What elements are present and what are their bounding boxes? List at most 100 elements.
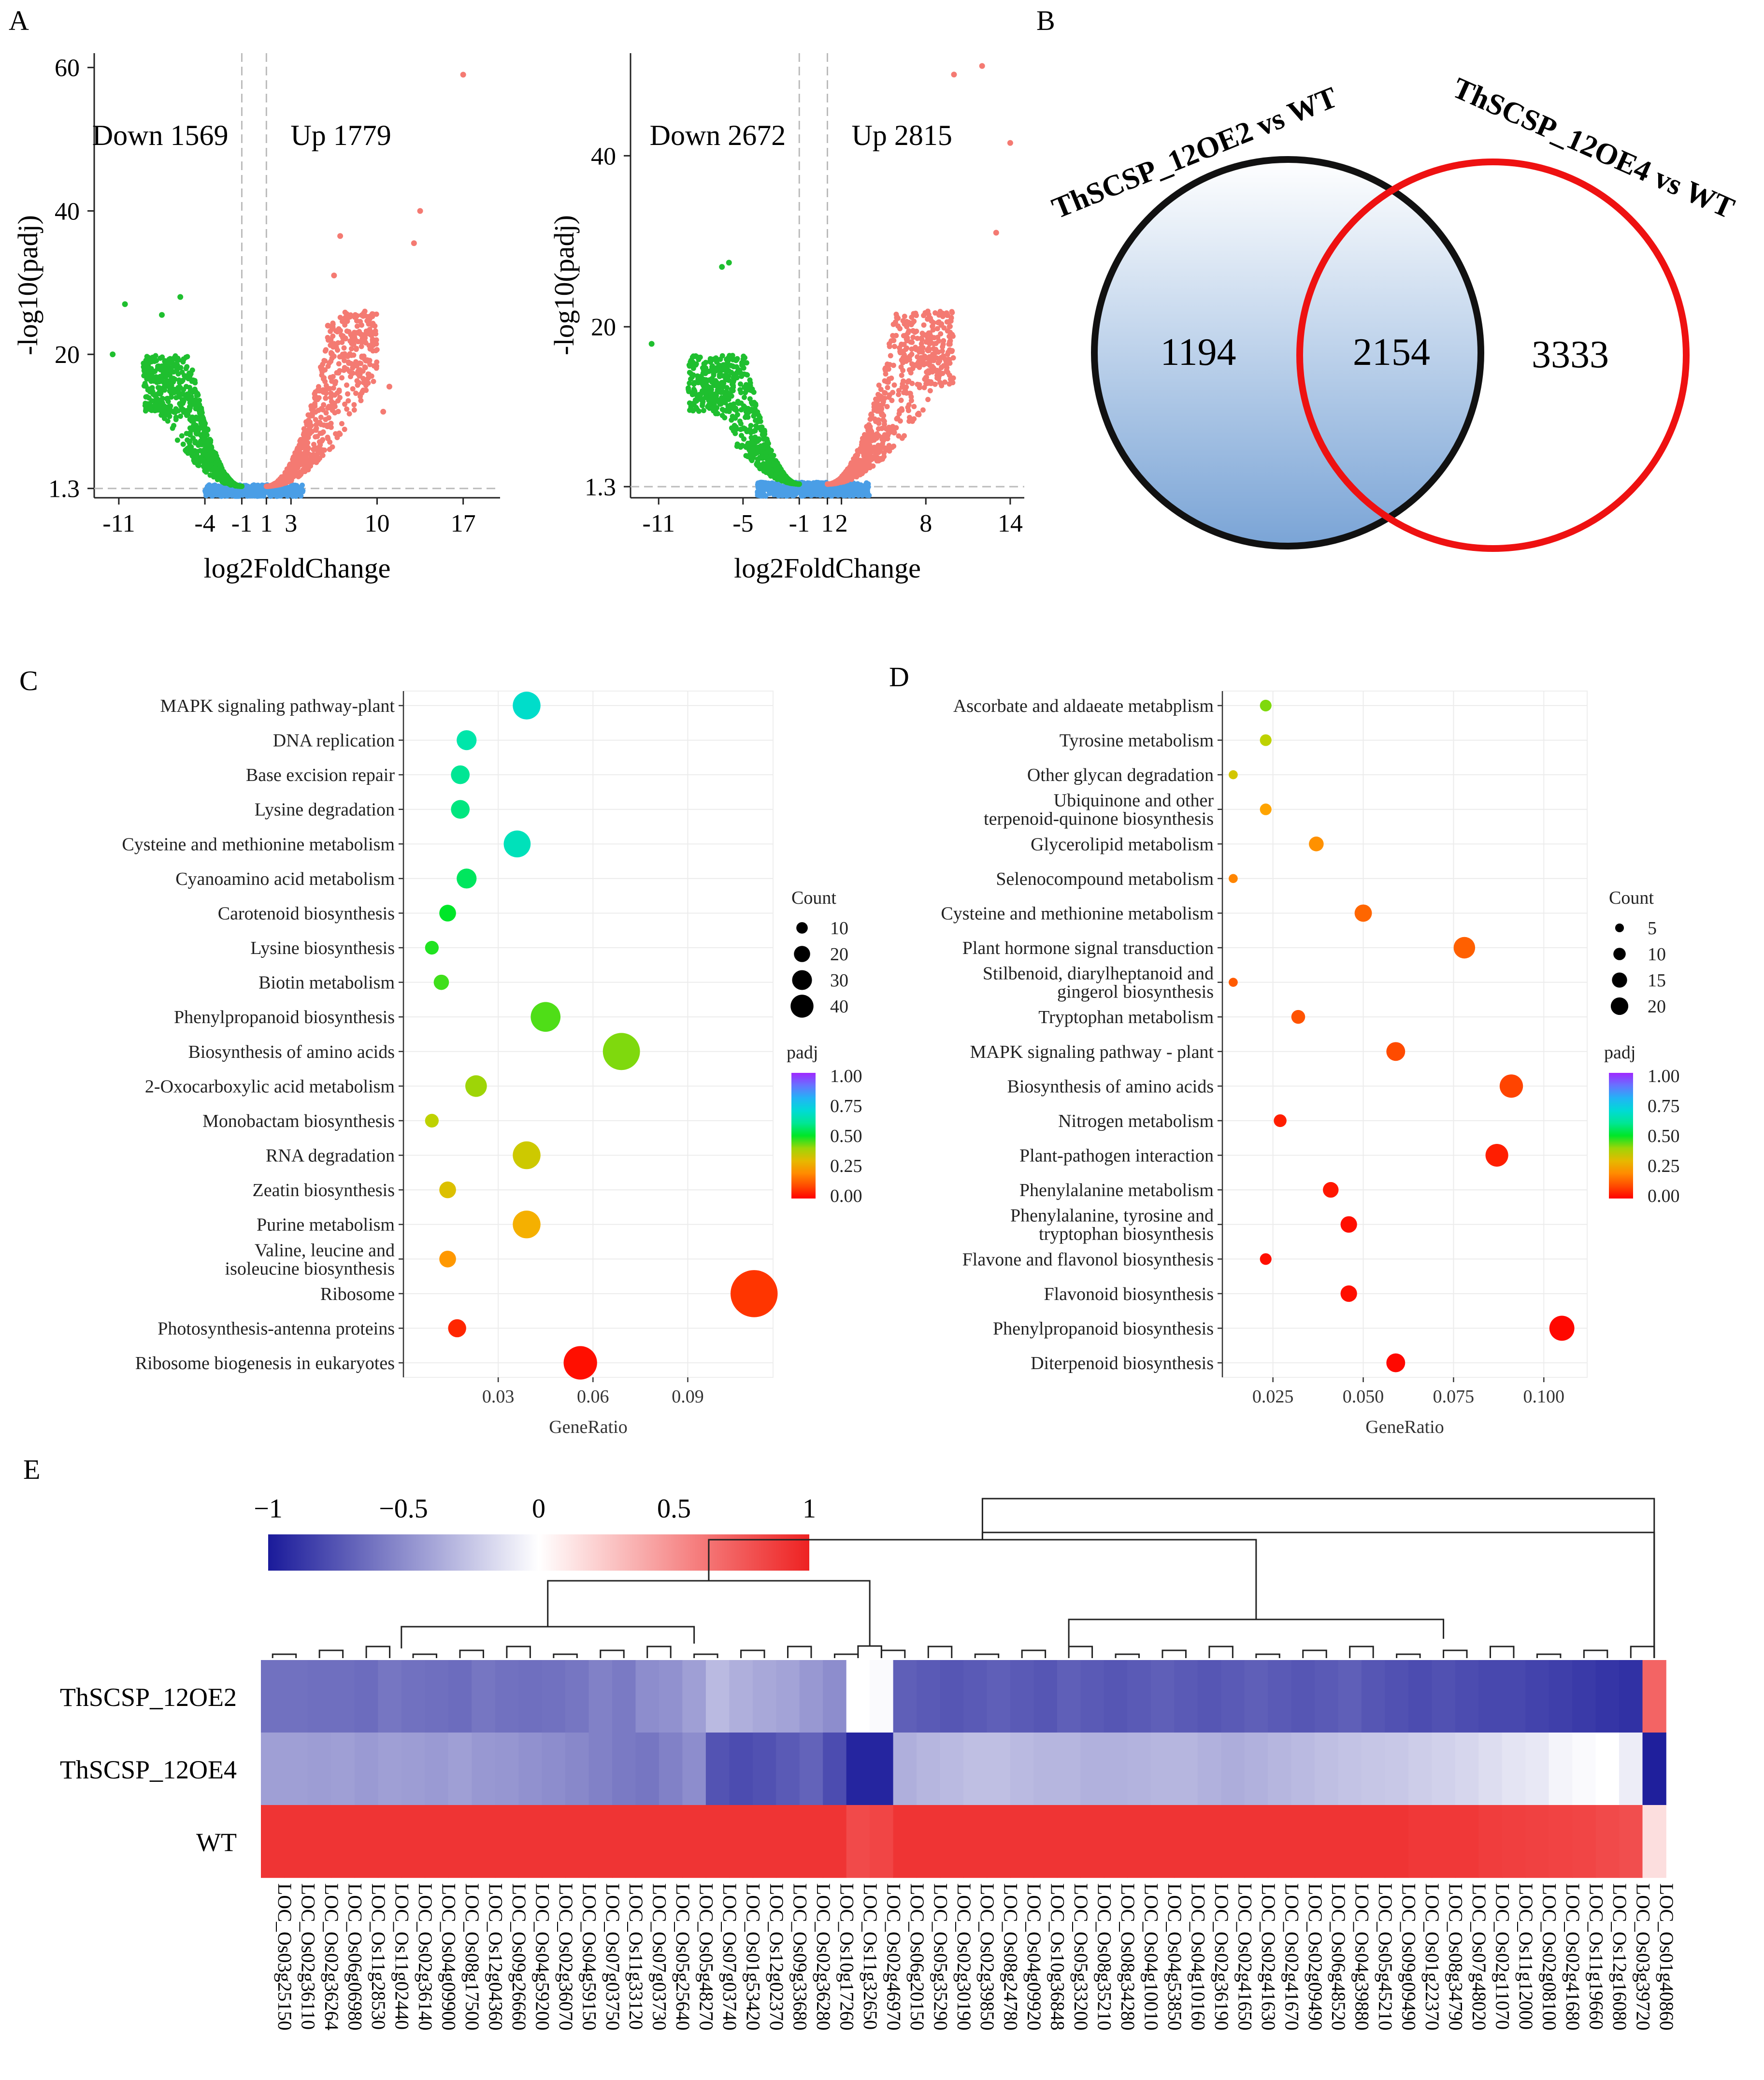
heat-cell — [1338, 1733, 1362, 1806]
down-point — [737, 367, 743, 373]
heat-cell — [542, 1805, 566, 1878]
down-point — [714, 365, 720, 371]
up-point — [348, 332, 354, 338]
heat-cell — [1361, 1660, 1386, 1733]
down-point — [207, 462, 213, 468]
outlier-point — [1007, 140, 1013, 146]
heat-cell — [799, 1733, 823, 1806]
down-point — [205, 427, 211, 433]
up-point — [874, 406, 879, 412]
up-point — [881, 421, 887, 427]
heat-cell — [1549, 1805, 1573, 1878]
term-label: Cysteine and methionine metabolism — [122, 834, 395, 854]
up-point — [859, 464, 865, 470]
up-point — [944, 367, 949, 373]
up-point — [907, 390, 913, 396]
plot-area — [1222, 691, 1588, 1378]
heat-cell — [1291, 1733, 1315, 1806]
down-point — [183, 366, 189, 372]
heat-cell — [401, 1660, 426, 1733]
down-point — [732, 431, 738, 436]
heat-cell — [776, 1733, 800, 1806]
up-point — [890, 424, 896, 430]
heat-cell — [495, 1805, 519, 1878]
x-tick-label: 0.06 — [577, 1387, 609, 1407]
up-point — [873, 452, 878, 458]
up-point — [373, 331, 379, 337]
x-tick-label: -5 — [732, 510, 753, 537]
heat-cell — [1104, 1805, 1128, 1878]
heat-cell — [284, 1733, 308, 1806]
up-point — [945, 328, 950, 334]
up-point — [292, 469, 298, 475]
ns-point — [224, 493, 230, 499]
heat-cell — [893, 1660, 917, 1733]
up-point — [290, 474, 296, 479]
ns-point — [252, 484, 258, 490]
up-point — [890, 333, 896, 339]
ns-point — [842, 486, 847, 491]
outlier-point — [979, 63, 985, 69]
ns-point — [805, 487, 811, 493]
heat-cell — [1150, 1733, 1175, 1806]
heat-cell — [307, 1733, 332, 1806]
down-point — [172, 409, 178, 415]
up-point — [871, 401, 877, 407]
heat-cell — [261, 1805, 285, 1878]
ns-point — [819, 480, 825, 486]
heat-cell — [1432, 1660, 1456, 1733]
heat-cell — [659, 1805, 683, 1878]
up-point — [904, 390, 909, 396]
panel-label-a: A — [9, 5, 29, 36]
heat-cell — [963, 1660, 988, 1733]
up-point — [947, 381, 952, 387]
down-point — [145, 355, 151, 361]
heat-cell — [542, 1660, 566, 1733]
venn-only-oe4-count: 3333 — [1532, 333, 1609, 376]
up-point — [333, 379, 339, 385]
heat-cell — [495, 1733, 519, 1806]
color-legend-title: padj — [1604, 1042, 1635, 1063]
x-tick-label: 0.075 — [1433, 1387, 1475, 1407]
up-point — [357, 329, 362, 334]
heat-cell — [1502, 1805, 1526, 1878]
down-point — [743, 384, 748, 390]
heat-cell — [1595, 1660, 1620, 1733]
up-point — [853, 454, 859, 460]
up-point — [908, 398, 914, 404]
down-point — [726, 368, 731, 374]
down-point — [735, 400, 741, 406]
down-point — [207, 472, 213, 478]
up-point — [297, 460, 302, 466]
heat-cell — [729, 1733, 753, 1806]
up-point — [883, 365, 889, 371]
up-point — [875, 426, 881, 432]
size-legend-dot — [1613, 948, 1626, 960]
ns-point — [780, 484, 786, 490]
down-point — [752, 428, 758, 433]
outlier-point — [460, 72, 466, 78]
down-point — [778, 466, 784, 472]
down-point — [764, 436, 770, 442]
down-point — [719, 373, 725, 378]
down-point — [204, 440, 210, 446]
color-legend-label: 0.25 — [830, 1156, 862, 1176]
up-point — [927, 341, 932, 347]
heat-cell — [963, 1733, 988, 1806]
up-point — [935, 376, 941, 382]
down-point — [183, 448, 188, 453]
down-point — [175, 390, 181, 396]
y-axis-label: -log10(padj) — [12, 215, 43, 355]
color-legend-label: 0.50 — [830, 1126, 862, 1146]
outlier-point — [411, 240, 417, 246]
heat-cell — [963, 1805, 988, 1878]
up-point — [832, 480, 837, 486]
up-point — [917, 349, 922, 355]
colorbar-tick-label: 0.5 — [657, 1494, 691, 1524]
up-point — [352, 312, 358, 318]
colorbar-tick-label: 1 — [803, 1494, 816, 1524]
up-point — [910, 328, 916, 334]
up-point — [297, 473, 302, 478]
up-point — [309, 406, 315, 412]
heat-col-label: LOC_Os02g36110 — [298, 1883, 319, 2030]
